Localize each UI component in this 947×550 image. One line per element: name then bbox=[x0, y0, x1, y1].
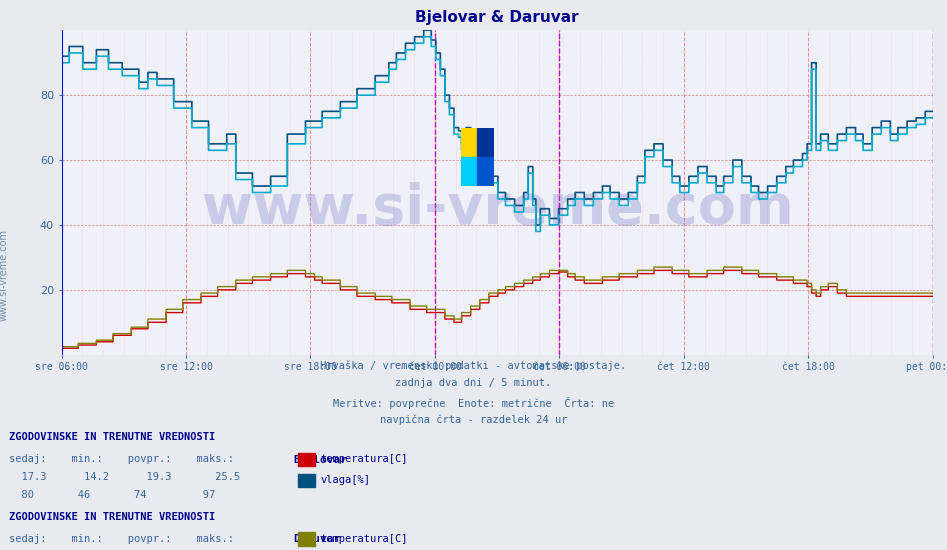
Text: Bjelovar: Bjelovar bbox=[294, 454, 348, 465]
Text: vlaga[%]: vlaga[%] bbox=[320, 475, 370, 485]
Text: www.si-vreme.com: www.si-vreme.com bbox=[201, 182, 794, 236]
Text: ZGODOVINSKE IN TRENUTNE VREDNOSTI: ZGODOVINSKE IN TRENUTNE VREDNOSTI bbox=[9, 432, 216, 442]
Bar bbox=[460, 157, 477, 186]
Title: Bjelovar & Daruvar: Bjelovar & Daruvar bbox=[416, 10, 579, 25]
Text: 80       46       74         97: 80 46 74 97 bbox=[9, 490, 216, 499]
Text: Daruvar: Daruvar bbox=[294, 534, 341, 543]
Text: ZGODOVINSKE IN TRENUTNE VREDNOSTI: ZGODOVINSKE IN TRENUTNE VREDNOSTI bbox=[9, 512, 216, 521]
Text: temperatura[C]: temperatura[C] bbox=[320, 454, 407, 464]
Text: www.si-vreme.com: www.si-vreme.com bbox=[0, 229, 9, 321]
Bar bbox=[460, 128, 477, 157]
Bar bbox=[477, 157, 494, 186]
Bar bbox=[477, 128, 494, 157]
Text: sedaj:    min.:    povpr.:    maks.:: sedaj: min.: povpr.: maks.: bbox=[9, 454, 235, 464]
Text: zadnja dva dni / 5 minut.: zadnja dva dni / 5 minut. bbox=[396, 378, 551, 388]
Text: navpična črta - razdelek 24 ur: navpična črta - razdelek 24 ur bbox=[380, 415, 567, 425]
Text: 17.3      14.2      19.3       25.5: 17.3 14.2 19.3 25.5 bbox=[9, 472, 241, 482]
Text: Hrvaška / vremenski podatki - avtomatske postaje.: Hrvaška / vremenski podatki - avtomatske… bbox=[320, 360, 627, 371]
Text: Meritve: povprečne  Enote: metrične  Črta: ne: Meritve: povprečne Enote: metrične Črta:… bbox=[333, 397, 614, 409]
Text: sedaj:    min.:    povpr.:    maks.:: sedaj: min.: povpr.: maks.: bbox=[9, 534, 235, 543]
Text: temperatura[C]: temperatura[C] bbox=[320, 534, 407, 544]
